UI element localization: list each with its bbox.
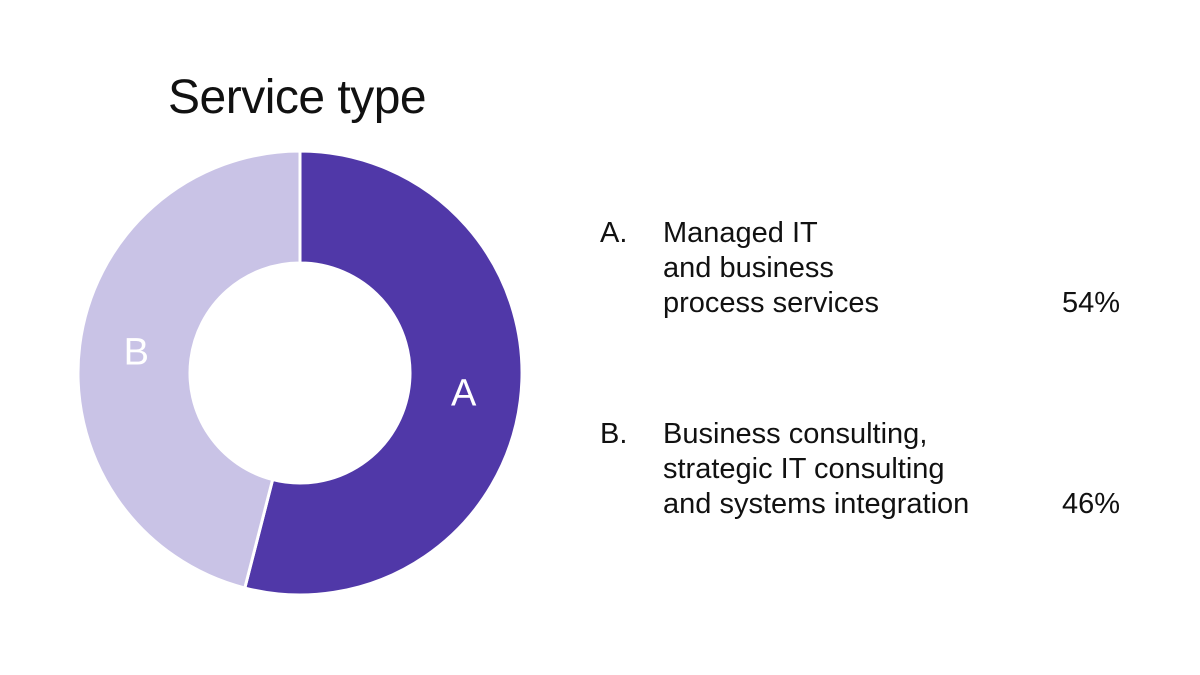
chart-title: Service type [168,71,427,124]
donut-slice-b [76,149,302,590]
legend-label-line: and business [663,252,834,284]
donut-slices [76,149,524,597]
donut-slice-label-b: B [124,331,149,373]
donut-chart: AB [76,149,524,597]
legend-value-b: 46% [1061,488,1120,520]
legend-label-a: Managed IT and business process services [663,216,879,321]
donut-slice-label-a: A [451,373,477,415]
legend-label-line: process services [663,287,879,319]
legend-value-a: 54% [1061,287,1120,319]
legend-label-b: Business consulting, strategic IT consul… [663,417,969,522]
legend-letter-b: B. [600,418,628,450]
legend-letter-a: A. [600,217,628,249]
legend-label-line: strategic IT consulting [663,453,945,485]
legend-label-line: Managed IT [663,217,818,249]
donut-slice-a [242,149,524,597]
legend-label-line: and systems integration [663,488,970,520]
donut-slice-labels: AB [124,331,477,414]
legend-label-line: Business consulting, [663,418,928,450]
